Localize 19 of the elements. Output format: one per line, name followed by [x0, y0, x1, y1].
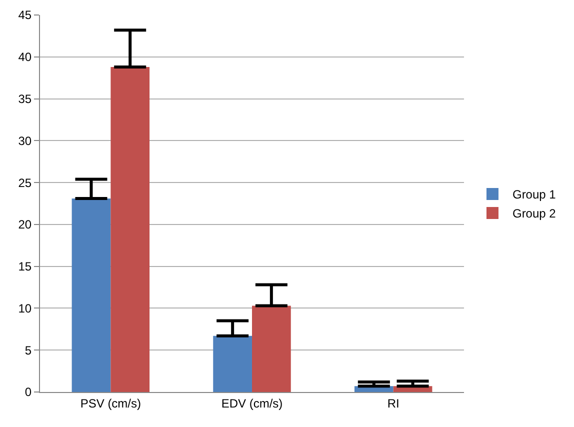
bar	[252, 306, 291, 392]
legend-label: Group 1	[512, 188, 556, 202]
bar	[213, 336, 252, 392]
y-tick-label: 15	[18, 260, 32, 274]
x-tick-label: RI	[387, 396, 400, 410]
y-tick-label: 25	[18, 176, 32, 190]
y-tick-label: 0	[24, 385, 32, 400]
bar	[72, 198, 111, 392]
bar	[110, 66, 150, 392]
y-tick-label: 10	[18, 301, 32, 316]
y-tick-label: 45	[18, 8, 32, 22]
y-tick-label: 20	[18, 218, 32, 232]
x-tick-label: EDV (cm/s)	[221, 396, 283, 410]
y-tick-label: 5	[24, 343, 32, 358]
legend-label: Group 2	[512, 206, 556, 221]
y-tick-label: 30	[18, 134, 32, 148]
x-tick-label: PSV (cm/s)	[80, 396, 142, 410]
y-tick-label: 35	[18, 92, 32, 106]
y-tick-label: 40	[18, 50, 32, 64]
